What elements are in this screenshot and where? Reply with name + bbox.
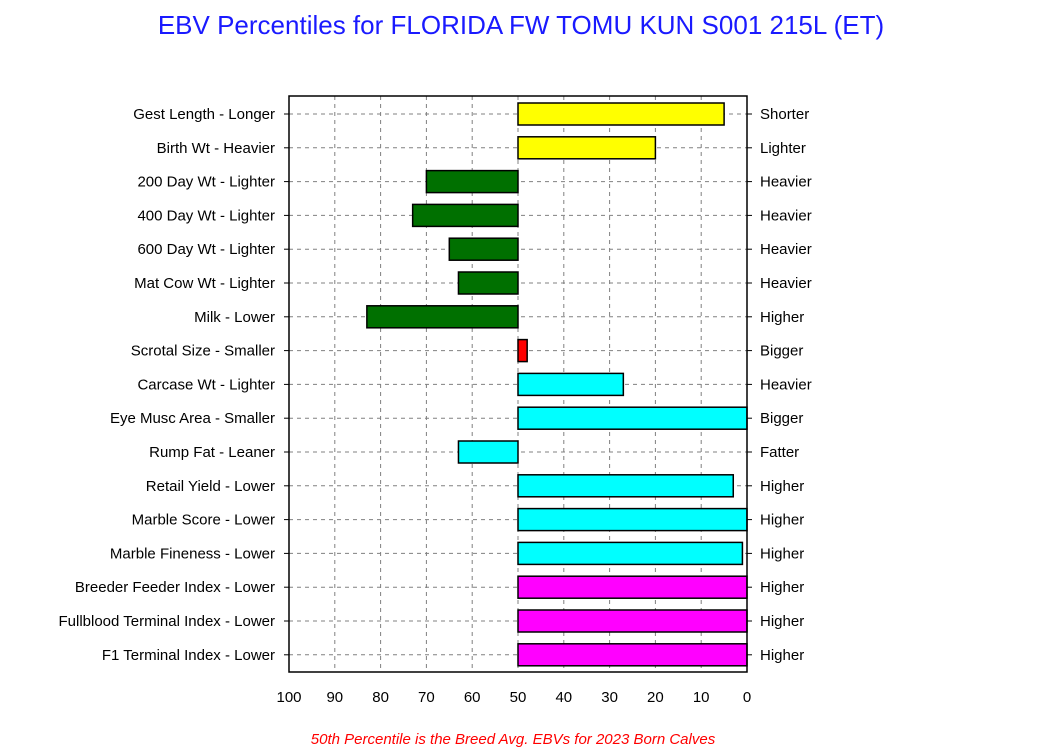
label-left: 400 Day Wt - Lighter — [137, 207, 275, 224]
label-left: F1 Terminal Index - Lower — [102, 647, 275, 664]
label-left: Eye Musc Area - Smaller — [110, 410, 275, 427]
label-left: 600 Day Wt - Lighter — [137, 241, 275, 258]
bar-16 — [517, 643, 748, 667]
x-tick-label: 70 — [418, 689, 435, 706]
label-left: Retail Yield - Lower — [146, 478, 275, 495]
label-left: Milk - Lower — [194, 309, 275, 326]
bar-10 — [457, 440, 519, 464]
x-tick-label: 20 — [647, 689, 664, 706]
bar-8 — [517, 372, 625, 397]
label-left: Birth Wt - Heavier — [157, 140, 275, 157]
label-left: Marble Score - Lower — [132, 512, 275, 529]
bar-6 — [366, 305, 519, 329]
bar-12 — [517, 507, 748, 532]
label-right: Heavier — [760, 174, 812, 191]
label-right: Higher — [760, 545, 804, 562]
label-left: Marble Fineness - Lower — [110, 545, 275, 562]
label-right: Bigger — [760, 410, 803, 427]
bar-1 — [517, 136, 657, 160]
label-right: Lighter — [760, 140, 806, 157]
bar-2 — [425, 169, 519, 194]
x-tick-label: 100 — [276, 689, 301, 706]
label-right: Heavier — [760, 275, 812, 292]
x-tick-label: 10 — [693, 689, 710, 706]
bar-14 — [517, 575, 748, 599]
x-tick-label: 0 — [743, 689, 751, 706]
label-right: Heavier — [760, 376, 812, 393]
label-right: Higher — [760, 579, 804, 596]
x-tick-label: 60 — [464, 689, 481, 706]
label-left: Fullblood Terminal Index - Lower — [59, 613, 276, 630]
label-right: Fatter — [760, 444, 799, 461]
bar-15 — [517, 609, 748, 633]
x-tick-label: 90 — [326, 689, 343, 706]
x-tick-label: 80 — [372, 689, 389, 706]
bar-3 — [411, 203, 519, 228]
label-right: Higher — [760, 613, 804, 630]
chart-title: EBV Percentiles for FLORIDA FW TOMU KUN … — [157, 10, 885, 40]
label-left: 200 Day Wt - Lighter — [137, 174, 275, 191]
label-left: Carcase Wt - Lighter — [137, 376, 275, 393]
x-tick-label: 40 — [555, 689, 572, 706]
label-left: Scrotal Size - Smaller — [131, 343, 275, 360]
label-right: Higher — [760, 478, 804, 495]
label-left: Rump Fat - Leaner — [149, 444, 275, 461]
label-right: Higher — [760, 512, 804, 529]
bar-7 — [517, 338, 528, 363]
label-right: Higher — [760, 309, 804, 326]
x-tick-label: 50 — [510, 689, 527, 706]
label-left: Mat Cow Wt - Lighter — [134, 275, 275, 292]
bar-0 — [517, 102, 725, 126]
label-left: Breeder Feeder Index - Lower — [75, 579, 275, 596]
bar-13 — [517, 541, 744, 566]
label-right: Higher — [760, 647, 804, 664]
chart-footnote: 50th Percentile is the Breed Avg. EBVs f… — [0, 731, 1042, 748]
label-right: Bigger — [760, 343, 803, 360]
bar-11 — [517, 474, 735, 498]
label-right: Heavier — [760, 241, 812, 258]
x-tick-label: 30 — [601, 689, 618, 706]
label-left: Gest Length - Longer — [133, 106, 275, 123]
bar-4 — [448, 237, 519, 261]
bar-5 — [457, 271, 519, 295]
label-right: Shorter — [760, 106, 809, 123]
label-right: Heavier — [760, 207, 812, 224]
bar-9 — [517, 406, 748, 430]
footnote-text: 50th Percentile is the Breed Avg. EBVs f… — [310, 731, 716, 748]
